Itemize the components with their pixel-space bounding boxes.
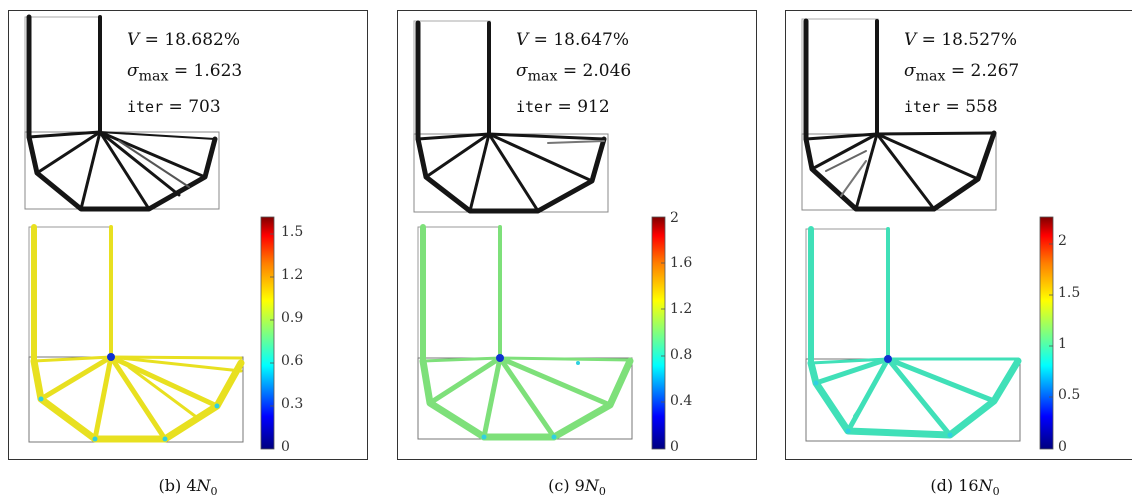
colorbar-tick-label: 0.8 [670, 347, 693, 363]
stress-structure [807, 226, 1022, 439]
topology-structure [803, 18, 997, 212]
colorbar [651, 216, 666, 450]
max-stress: σmax = 2.267 [904, 61, 1020, 85]
caption-c: (c) 9N0 [548, 476, 606, 498]
colorbar-tick-label: 0 [281, 439, 290, 455]
panel-b-graphics [24, 14, 275, 450]
caption-d: (d) 16N0 [930, 476, 1000, 498]
low-stress-markers [813, 355, 953, 438]
stress-structure [419, 224, 634, 441]
volume-fraction: V = 18.527% [904, 30, 1017, 50]
colorbar-tick-label: 2 [670, 210, 679, 226]
colorbar-ticks [661, 262, 665, 403]
colorbar-tick-label: 2 [1058, 233, 1067, 249]
panel-d-graphics [801, 18, 1054, 450]
colorbar-tick-label: 0.6 [281, 353, 304, 369]
stats-block: V = 18.647% σmax = 2.046 iter = 912 [516, 25, 631, 123]
figure-panel-c: V = 18.647% σmax = 2.046 iter = 912 2 1.… [397, 10, 757, 460]
colorbar-tick-label: 1.6 [670, 255, 693, 271]
caption-b: (b) 4N0 [158, 476, 218, 498]
colorbar-tick-label: 1.5 [281, 224, 304, 240]
stats-block: V = 18.682% σmax = 1.623 iter = 703 [127, 25, 242, 123]
colorbar-tick-label: 1 [1058, 336, 1067, 352]
topology-structure [26, 14, 218, 212]
colorbar-tick-label: 0.3 [281, 396, 304, 412]
stress-structure [30, 224, 245, 443]
colorbar-tick-label: 1.5 [1058, 285, 1081, 301]
colorbar-ticks [270, 233, 274, 407]
max-stress: σmax = 1.623 [127, 61, 243, 85]
low-stress-markers [481, 354, 580, 440]
colorbar-tick-label: 0 [670, 439, 679, 455]
iteration-count: iter = 558 [904, 97, 998, 118]
colorbar-tick-label: 1.2 [670, 301, 693, 317]
volume-fraction: V = 18.647% [516, 30, 629, 50]
colorbar [260, 216, 275, 450]
topology-structure [415, 20, 607, 214]
stats-block: V = 18.527% σmax = 2.267 iter = 558 [904, 25, 1019, 123]
iteration-count: iter = 703 [127, 97, 221, 118]
panel-c-graphics [413, 20, 666, 450]
low-stress-markers [38, 353, 220, 442]
figure-panel-b: V = 18.682% σmax = 1.623 iter = 703 1.5 … [8, 10, 368, 460]
colorbar-tick-label: 0 [1058, 439, 1067, 455]
colorbar [1039, 216, 1054, 450]
figure-panel-d: V = 18.527% σmax = 2.267 iter = 558 2 1.… [785, 10, 1132, 460]
colorbar-tick-label: 1.2 [281, 267, 304, 283]
colorbar-tick-label: 0.5 [1058, 387, 1081, 403]
volume-fraction: V = 18.682% [127, 30, 240, 50]
max-stress: σmax = 2.046 [516, 61, 632, 85]
colorbar-ticks [1049, 243, 1053, 398]
colorbar-tick-label: 0.9 [281, 310, 304, 326]
iteration-count: iter = 912 [516, 97, 610, 118]
colorbar-tick-label: 0.4 [670, 393, 693, 409]
